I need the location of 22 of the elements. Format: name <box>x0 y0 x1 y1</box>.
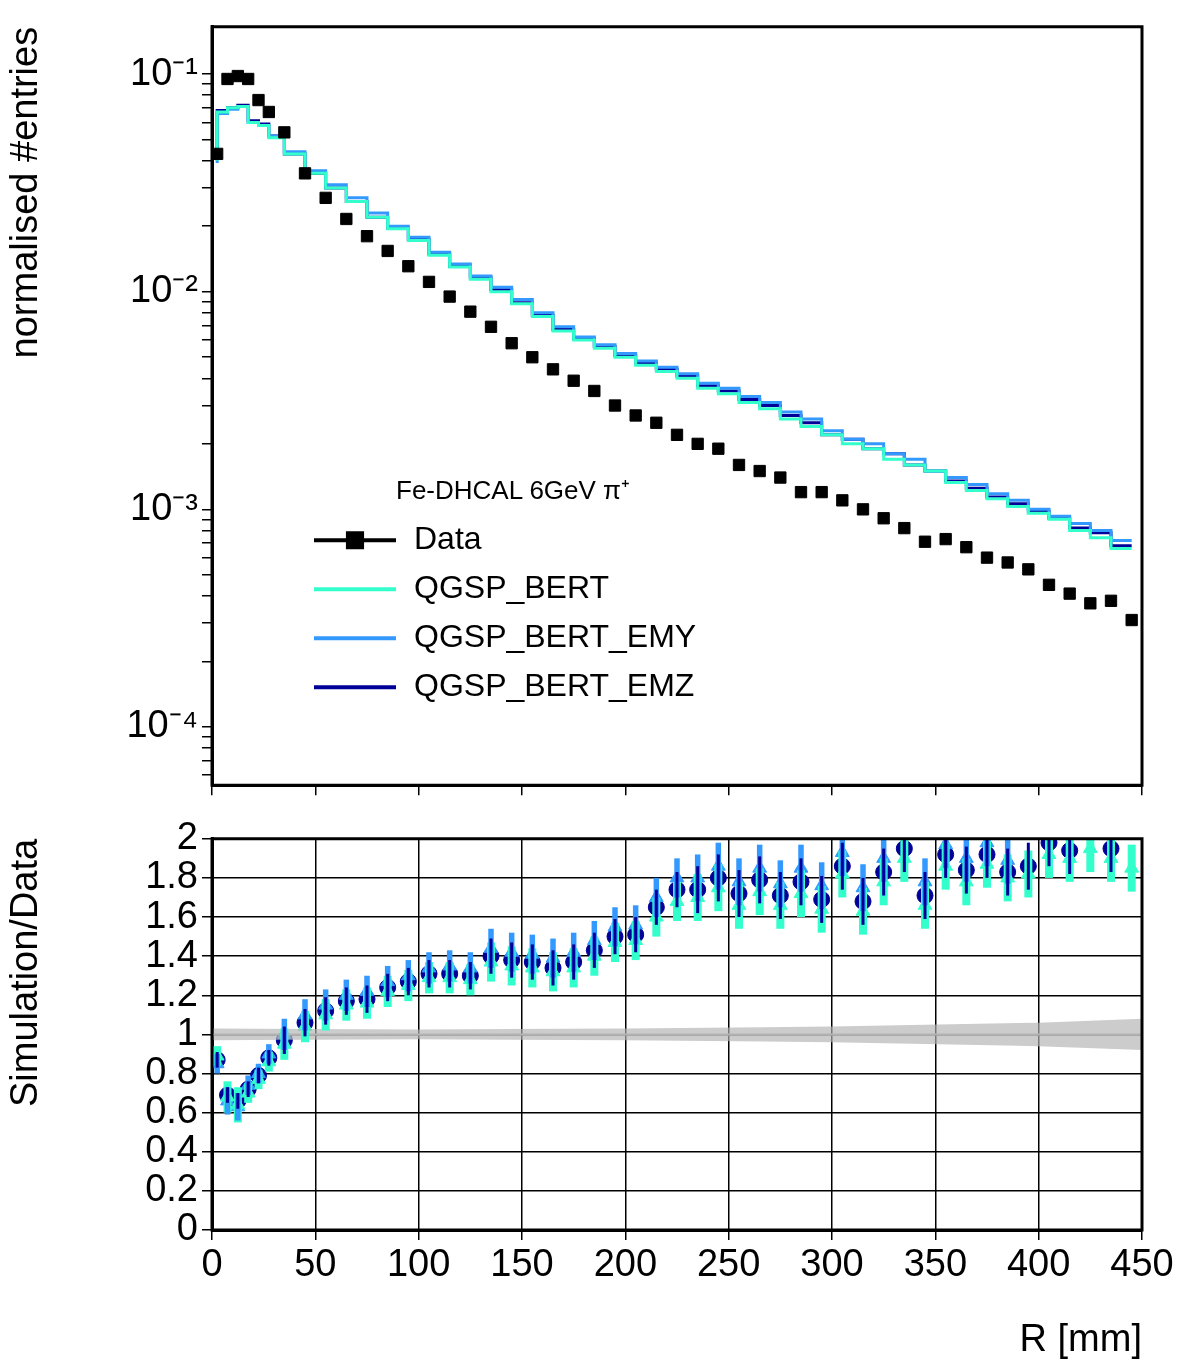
y-tick-label: 10⁻³ <box>130 485 198 528</box>
x-tick-label: 200 <box>593 1242 658 1285</box>
y-axis-title: Simulation/Data <box>3 837 46 1108</box>
y-axis-title: normalised #entries <box>3 26 46 359</box>
y-tick-label: 10⁻⁴ <box>126 703 198 746</box>
y-tick-label: 0.8 <box>145 1050 198 1092</box>
x-tick-label: 450 <box>1110 1242 1174 1285</box>
legend-title: Fe-DHCAL 6GeV π⁺ <box>396 475 631 506</box>
y-tick-label: 10⁻² <box>130 268 198 311</box>
x-tick-label: 250 <box>696 1242 761 1285</box>
x-tick-label: 400 <box>1006 1242 1071 1285</box>
x-tick-label: 350 <box>903 1242 968 1285</box>
x-tick-label: 150 <box>490 1242 554 1285</box>
legend-label: QGSP_BERT_EMY <box>414 618 697 655</box>
x-tick-label: 100 <box>386 1242 451 1285</box>
legend-label: QGSP_BERT_EMZ <box>414 667 695 704</box>
legend-label: Data <box>414 520 482 557</box>
legend-label: QGSP_BERT <box>414 569 610 606</box>
y-tick-label: 10⁻¹ <box>130 50 198 93</box>
x-axis-title: R [mm] <box>1019 1316 1142 1359</box>
x-tick-label: 50 <box>294 1242 337 1285</box>
x-tick-label: 300 <box>800 1242 864 1285</box>
